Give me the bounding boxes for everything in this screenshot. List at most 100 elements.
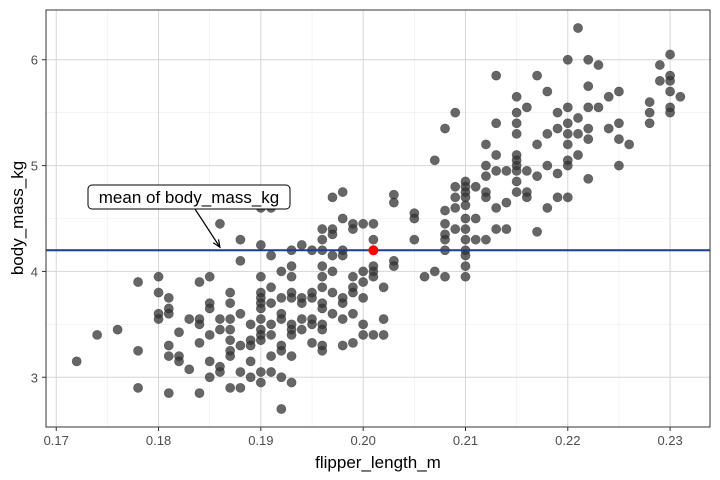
data-point [501,224,512,234]
data-point [644,97,655,107]
data-point [552,168,563,179]
data-point [521,102,532,113]
data-point [235,367,246,377]
y-axis-title: body_mass_kg [8,161,27,275]
data-point [481,160,491,171]
y-tick-label: 5 [31,159,38,174]
data-point [511,91,522,102]
data-point [286,377,297,388]
data-point [562,128,573,139]
data-point [71,356,82,367]
data-point [470,181,481,192]
plot-border [45,9,711,428]
data-point [317,345,328,356]
data-point [337,340,348,351]
data-point [532,226,542,237]
data-point [388,197,399,208]
data-point [327,192,338,203]
data-point [491,165,502,176]
data-point [327,308,338,319]
data-point [552,107,563,118]
data-point [593,60,604,70]
y-tick-label: 6 [31,53,38,68]
data-point [296,298,307,309]
data-point [194,319,205,330]
data-point [358,266,369,277]
data-point [286,351,297,361]
data-point [307,292,317,303]
data-point [501,165,512,176]
data-point [276,372,287,383]
data-point [194,337,205,348]
data-point [317,271,328,282]
data-point [419,271,430,282]
data-point [204,372,215,383]
data-point [440,218,450,229]
data-point [675,91,686,102]
data-point [327,287,338,298]
data-point [235,255,246,266]
data-point [255,303,266,314]
data-point [614,86,624,97]
x-tick-label: 0.22 [555,433,580,448]
data-point [460,224,471,234]
data-point [245,319,256,330]
data-point [163,340,174,351]
data-point [286,330,297,340]
data-point [163,308,174,319]
x-axis-title: flipper_length_m [315,453,441,472]
data-point [286,271,297,282]
data-point [542,160,553,171]
data-point [573,23,583,33]
data-point [317,261,328,272]
data-point [215,324,225,335]
data-point [603,123,614,134]
data-point [562,54,573,65]
data-point [255,240,266,250]
data-point [317,324,328,335]
data-point [337,298,348,309]
x-tick-label: 0.19 [248,433,273,448]
data-point [491,224,502,234]
data-point [481,192,491,203]
data-point [92,330,103,340]
data-point [317,234,328,245]
data-point [204,303,215,314]
data-point [307,337,317,348]
data-point [542,128,553,139]
data-point [358,292,369,303]
data-point [440,234,450,245]
data-point [450,224,461,234]
data-point [184,314,195,324]
data-point [450,107,461,118]
data-point [511,176,522,187]
data-point [409,234,420,245]
data-point [368,218,379,229]
data-point [511,118,522,129]
data-point [215,218,225,229]
data-point [255,377,266,388]
data-point [532,70,542,81]
data-point [225,351,236,361]
data-point [491,150,502,160]
data-point [460,234,471,245]
arrow-head-icon [212,239,221,249]
data-point [327,250,338,261]
data-point [654,76,665,86]
data-point [460,213,471,224]
data-point [521,165,532,176]
annotation-label: mean of body_mass_kg [99,188,280,207]
data-point [368,330,379,340]
data-point [665,107,675,118]
data-point [460,250,471,261]
data-point [521,192,532,203]
data-point [255,335,266,346]
data-point [460,271,471,282]
data-point [266,319,276,330]
data-point [276,292,287,303]
data-point [511,165,522,176]
data-point [337,314,348,324]
data-point [133,277,143,287]
data-point [573,150,583,160]
